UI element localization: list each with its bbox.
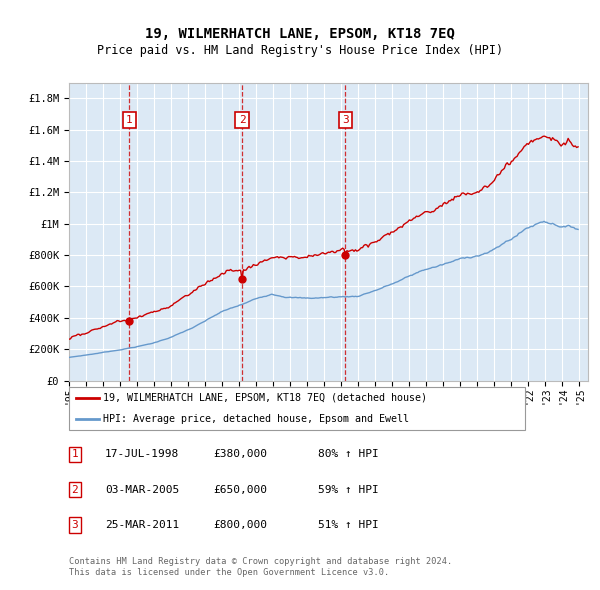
Text: 80% ↑ HPI: 80% ↑ HPI bbox=[318, 450, 379, 459]
Text: 25-MAR-2011: 25-MAR-2011 bbox=[105, 520, 179, 530]
Text: Contains HM Land Registry data © Crown copyright and database right 2024.: Contains HM Land Registry data © Crown c… bbox=[69, 557, 452, 566]
Text: £800,000: £800,000 bbox=[213, 520, 267, 530]
Text: £650,000: £650,000 bbox=[213, 485, 267, 494]
Text: £380,000: £380,000 bbox=[213, 450, 267, 459]
Text: 3: 3 bbox=[71, 520, 79, 530]
Text: 2: 2 bbox=[239, 115, 245, 125]
Text: HPI: Average price, detached house, Epsom and Ewell: HPI: Average price, detached house, Epso… bbox=[103, 414, 409, 424]
Text: This data is licensed under the Open Government Licence v3.0.: This data is licensed under the Open Gov… bbox=[69, 568, 389, 577]
FancyBboxPatch shape bbox=[69, 387, 525, 430]
Text: 1: 1 bbox=[126, 115, 133, 125]
Text: 59% ↑ HPI: 59% ↑ HPI bbox=[318, 485, 379, 494]
Text: 03-MAR-2005: 03-MAR-2005 bbox=[105, 485, 179, 494]
Text: 17-JUL-1998: 17-JUL-1998 bbox=[105, 450, 179, 459]
Text: 2: 2 bbox=[71, 485, 79, 494]
Text: 51% ↑ HPI: 51% ↑ HPI bbox=[318, 520, 379, 530]
Text: Price paid vs. HM Land Registry's House Price Index (HPI): Price paid vs. HM Land Registry's House … bbox=[97, 44, 503, 57]
Text: 19, WILMERHATCH LANE, EPSOM, KT18 7EQ: 19, WILMERHATCH LANE, EPSOM, KT18 7EQ bbox=[145, 27, 455, 41]
Text: 19, WILMERHATCH LANE, EPSOM, KT18 7EQ (detached house): 19, WILMERHATCH LANE, EPSOM, KT18 7EQ (d… bbox=[103, 393, 427, 402]
Text: 1: 1 bbox=[71, 450, 79, 459]
Text: 3: 3 bbox=[342, 115, 349, 125]
